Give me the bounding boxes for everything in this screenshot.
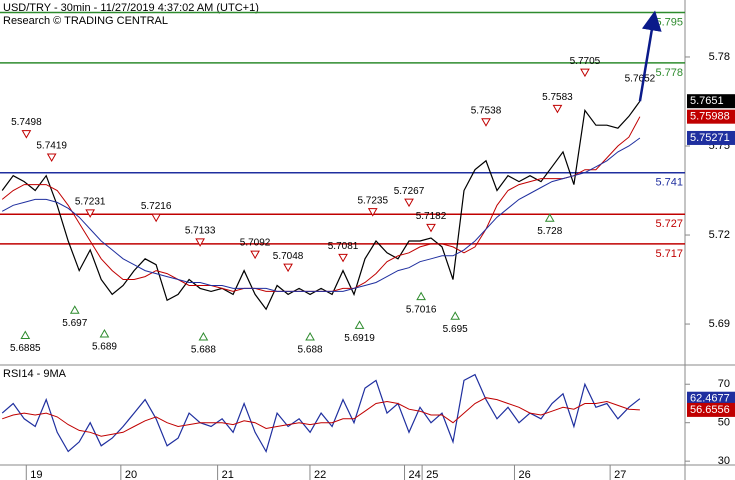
series-line [2,397,640,437]
low-marker [20,330,31,339]
high-marker [481,118,491,127]
last-value-label: 56.6556 [690,404,730,416]
low-marker [416,291,426,301]
chart-subtitle: Research © TRADING CENTRAL [3,15,168,27]
high-marker [46,153,57,163]
low-label: 5.728 [537,226,562,237]
y-tick-label: 5.78 [709,51,730,63]
series-line [1,100,641,311]
y-tick-label: 50 [718,417,730,429]
x-tick-label: 20 [125,469,137,480]
last-value-box [687,402,735,417]
high-marker [404,198,414,208]
x-tick-label: 19 [30,469,42,480]
x-tick-label: 26 [518,469,530,480]
last-value-label: 5.75988 [690,111,730,123]
high-label: 5.7235 [357,195,388,206]
high-marker [21,130,32,139]
last-value-label: 62.4677 [690,393,730,405]
price-label: 5.7652 [625,74,656,85]
high-label: 5.7498 [11,117,42,128]
low-marker [450,311,461,320]
low-label: 5.689 [92,342,117,353]
level-label: 5.795 [655,16,683,28]
high-marker [151,213,161,223]
high-label: 5.7419 [36,141,67,152]
chart-title: USD/TRY - 30min - 11/27/2019 4:37:02 AM … [3,2,259,14]
high-marker [552,104,563,114]
y-tick-label: 5.69 [709,318,730,330]
high-marker [426,223,436,233]
high-marker [580,68,590,78]
x-tick-label: 22 [314,469,326,480]
low-marker [99,329,110,338]
high-label: 5.7133 [185,226,216,237]
last-value-box [687,130,735,145]
low-marker [544,213,555,222]
low-marker [69,305,80,314]
level-label: 5.778 [655,67,683,79]
forecast-arrow [638,10,662,102]
low-label: 5.7016 [406,304,437,315]
low-label: 5.6885 [10,343,41,354]
last-value-label: 5.75271 [690,132,730,144]
last-value-label: 5.7651 [690,95,724,107]
high-marker [250,250,260,260]
low-marker [198,331,209,341]
x-tick-label: 25 [426,469,438,480]
high-label: 5.7048 [273,251,304,262]
high-label: 5.7081 [328,241,359,252]
high-label: 5.7583 [542,92,573,103]
last-value-box [687,94,735,109]
high-marker [195,238,205,247]
series-line [1,373,641,454]
high-label: 5.7216 [141,201,172,212]
low-label: 5.688 [191,345,216,356]
rsi-title: RSI14 - 9MA [3,368,67,380]
high-label: 5.7092 [240,238,271,249]
last-value-box [687,391,735,406]
y-tick-label: 5.72 [709,229,730,241]
x-tick-label: 21 [222,469,234,480]
high-marker [338,253,348,263]
low-marker [354,320,365,329]
high-label: 5.7267 [394,186,425,197]
last-value-box [687,109,735,124]
high-label: 5.7182 [416,211,447,222]
high-marker [283,263,293,273]
low-label: 5.695 [443,324,468,335]
level-label: 5.727 [655,218,683,230]
level-label: 5.741 [655,177,683,189]
level-label: 5.717 [655,248,683,260]
low-label: 5.697 [62,318,87,329]
low-marker [305,331,315,341]
y-tick-label: 70 [718,378,730,390]
high-label: 5.7538 [471,105,502,116]
x-tick-label: 24 [409,469,421,480]
high-marker [367,208,378,217]
high-label: 5.7705 [570,56,601,67]
low-label: 5.6919 [344,333,375,344]
high-marker [85,209,96,218]
x-tick-label: 27 [614,469,626,480]
series-line [1,137,641,292]
high-label: 5.7231 [75,196,106,207]
low-label: 5.688 [298,345,323,356]
y-tick-label: 30 [718,455,730,467]
